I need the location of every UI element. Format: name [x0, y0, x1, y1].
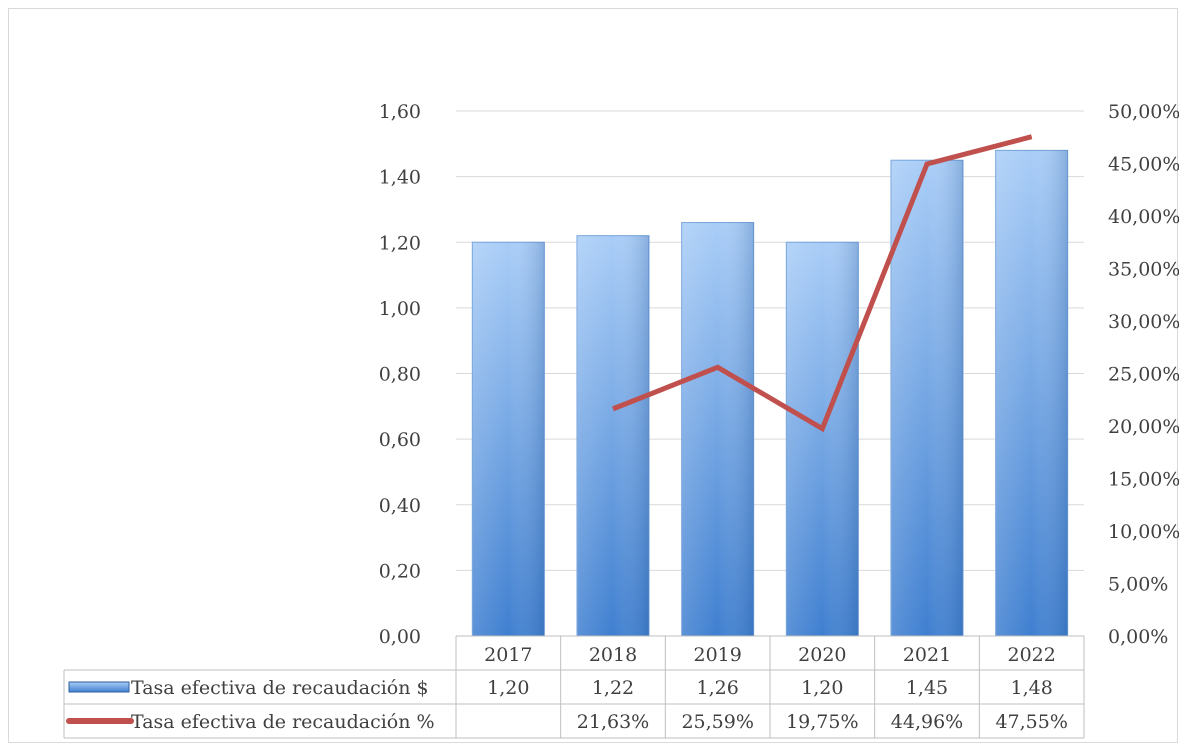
y-left-tick-label: 0,60	[379, 429, 421, 451]
data-label-bar: 1,45	[906, 677, 948, 699]
y-left-tick-label: 0,80	[379, 364, 421, 386]
data-label-line: 47,55%	[995, 711, 1067, 733]
y-left-tick-label: 0,20	[379, 560, 421, 582]
y-right-tick-label: 5,00%	[1108, 574, 1168, 596]
y-right-tick-label: 50,00%	[1108, 101, 1179, 123]
y-right-tick-label: 15,00%	[1108, 469, 1179, 491]
data-label-bar: 1,48	[1011, 677, 1053, 699]
combo-chart: 0,00 0,20 0,40 0,60 0,80 1,00 1,20 1,40 1,60 0,00…	[63, 101, 1179, 739]
y-left-tick-label: 0,40	[379, 495, 421, 517]
x-tick-label: 2022	[1007, 644, 1055, 666]
x-tick-label: 2018	[589, 644, 637, 666]
data-label-bar: 1,20	[487, 677, 529, 699]
x-tick-label: 2020	[798, 644, 846, 666]
bar-shading	[891, 160, 963, 636]
y-right-tick-label: 45,00%	[1108, 154, 1179, 176]
y-right-tick-label: 40,00%	[1108, 206, 1179, 228]
bar-shading	[577, 235, 649, 636]
data-label-bar: 1,20	[801, 677, 843, 699]
y-right-tick-label: 20,00%	[1108, 416, 1179, 438]
y-right-tick-label: 0,00%	[1108, 626, 1168, 648]
data-label-line: 44,96%	[891, 711, 963, 733]
data-label-line: 25,59%	[681, 711, 753, 733]
x-tick-label: 2017	[484, 644, 532, 666]
data-label-line: 19,75%	[786, 711, 858, 733]
legend-label-line: Tasa efectiva de recaudación %	[131, 711, 435, 733]
chart-container: 0,00 0,20 0,40 0,60 0,80 1,00 1,20 1,40 1,60 0,00…	[8, 8, 1179, 743]
bar-shading	[995, 150, 1068, 636]
y-right-tick-label: 25,00%	[1108, 364, 1179, 386]
y-left-tick-label: 1,20	[379, 232, 421, 254]
data-label-bar: 1,22	[592, 677, 634, 699]
y-right-tick-label: 30,00%	[1108, 311, 1179, 333]
legend-key-bar	[68, 681, 130, 693]
x-tick-label: 2021	[903, 644, 951, 666]
y-right-tick-label: 35,00%	[1108, 259, 1179, 281]
bar-shading	[681, 222, 754, 636]
y-left-tick-label: 1,40	[379, 167, 421, 189]
y-right-tick-label: 10,00%	[1108, 521, 1179, 543]
data-label-bar: 1,26	[697, 677, 739, 699]
y-left-tick-label: 1,60	[379, 101, 421, 123]
y-left-tick-label: 0,00	[379, 626, 421, 648]
y-left-tick-label: 1,00	[379, 298, 421, 320]
data-label-line: 21,63%	[577, 711, 649, 733]
bar-shading	[472, 242, 545, 636]
x-tick-label: 2019	[693, 644, 741, 666]
legend-label-bar: Tasa efectiva de recaudación $	[131, 677, 429, 699]
bar-shading	[786, 242, 859, 636]
